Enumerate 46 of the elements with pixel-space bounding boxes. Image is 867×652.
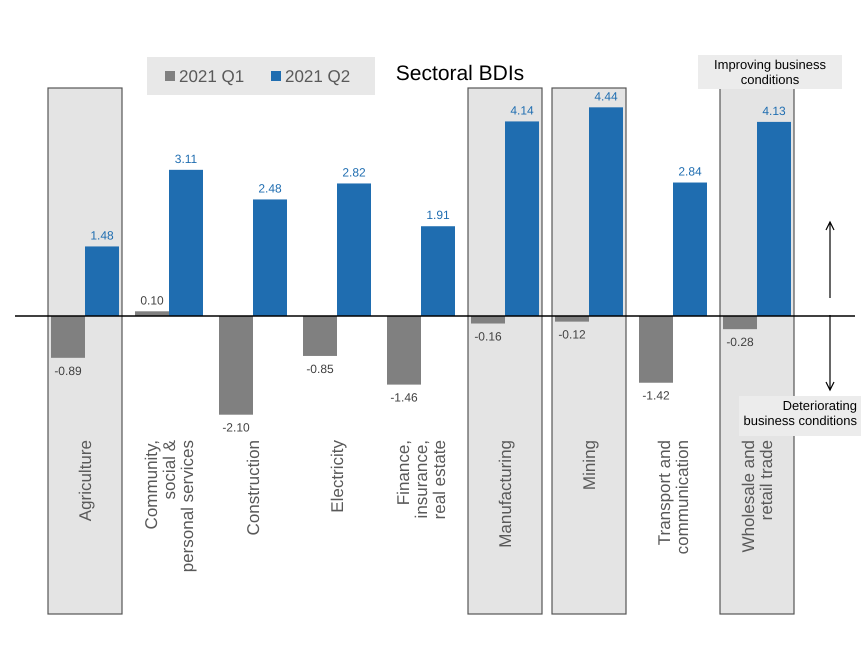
data-label: 3.11 xyxy=(174,152,198,166)
x-tick-label: Mining xyxy=(580,440,599,490)
x-tick-label: Construction xyxy=(244,440,263,536)
data-label: 4.14 xyxy=(510,103,534,118)
data-label: -0.89 xyxy=(54,364,82,378)
data-label: -0.12 xyxy=(558,328,586,342)
bar xyxy=(169,170,203,316)
data-label: 4.44 xyxy=(594,89,618,104)
bar xyxy=(51,316,85,358)
x-tick-label: Manufacturing xyxy=(496,440,515,548)
data-label: -0.16 xyxy=(474,330,502,344)
bar xyxy=(387,316,421,385)
x-tick-label: Electricity xyxy=(328,440,347,513)
text: Improving business conditions xyxy=(714,57,826,87)
bar xyxy=(421,226,455,316)
chart-title: Sectoral BDIs xyxy=(396,62,524,85)
bar xyxy=(253,199,287,316)
legend-label: 2021 Q2 xyxy=(285,67,350,86)
bar xyxy=(589,107,623,316)
bar xyxy=(303,316,337,356)
bar xyxy=(639,316,673,383)
data-label: -0.85 xyxy=(306,362,334,376)
data-label: -1.42 xyxy=(642,388,670,403)
data-label: -0.28 xyxy=(726,335,754,350)
legend-label: 2021 Q1 xyxy=(179,67,244,86)
data-label: 1.91 xyxy=(426,208,450,222)
bar xyxy=(85,246,119,316)
bar xyxy=(723,316,757,330)
bar xyxy=(757,122,791,316)
annotation: Deteriorating business conditions xyxy=(744,398,858,428)
x-tick-label: Community, social & personal services xyxy=(142,439,197,572)
bar xyxy=(505,121,539,316)
data-label: 2.48 xyxy=(258,181,282,196)
data-label: 4.13 xyxy=(762,104,786,118)
data-label: -2.10 xyxy=(222,420,250,435)
x-tick-label: Finance, insurance, real estate xyxy=(394,440,449,520)
bar xyxy=(219,316,253,415)
x-tick-label: Agriculture xyxy=(76,440,95,522)
bar xyxy=(337,183,371,316)
data-label: 0.10 xyxy=(140,293,164,308)
bar xyxy=(673,182,707,316)
data-label: 1.48 xyxy=(90,228,114,242)
data-label: 2.82 xyxy=(342,165,366,180)
data-label: -1.46 xyxy=(390,390,418,405)
data-label: 2.84 xyxy=(678,164,702,179)
x-tick-label: Transport and communication xyxy=(655,440,692,554)
